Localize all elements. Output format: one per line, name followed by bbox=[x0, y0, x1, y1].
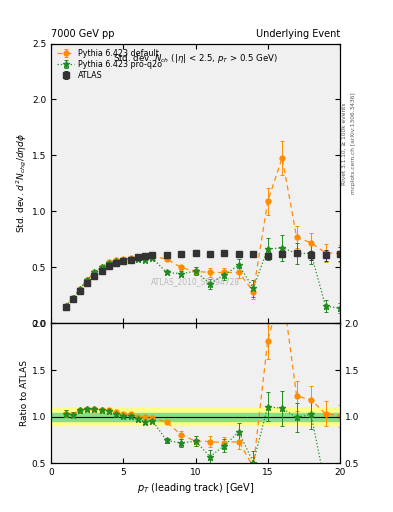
Text: Underlying Event: Underlying Event bbox=[256, 29, 340, 39]
X-axis label: $p_T$ (leading track) [GeV]: $p_T$ (leading track) [GeV] bbox=[137, 481, 254, 496]
Text: Rivet 3.1.10, ≥ 100k events: Rivet 3.1.10, ≥ 100k events bbox=[342, 102, 346, 185]
Text: 7000 GeV pp: 7000 GeV pp bbox=[51, 29, 115, 39]
Bar bbox=[51, 408, 340, 425]
Text: Std. dev. $N_{ch}$ ($|\eta|$ < 2.5, $p_T$ > 0.5 GeV): Std. dev. $N_{ch}$ ($|\eta|$ < 2.5, $p_T… bbox=[113, 52, 278, 65]
Text: ATLAS_2010_S8994728: ATLAS_2010_S8994728 bbox=[151, 277, 240, 286]
Text: mcplots.cern.ch [arXiv:1306.3436]: mcplots.cern.ch [arXiv:1306.3436] bbox=[351, 93, 356, 194]
Bar bbox=[51, 413, 340, 421]
Y-axis label: Ratio to ATLAS: Ratio to ATLAS bbox=[20, 360, 29, 426]
Legend: Pythia 6.423 default, Pythia 6.423 pro-q2o, ATLAS: Pythia 6.423 default, Pythia 6.423 pro-q… bbox=[55, 48, 163, 82]
Y-axis label: Std. dev. $d^{2}N_{chg}/d\eta d\phi$: Std. dev. $d^{2}N_{chg}/d\eta d\phi$ bbox=[15, 134, 29, 233]
